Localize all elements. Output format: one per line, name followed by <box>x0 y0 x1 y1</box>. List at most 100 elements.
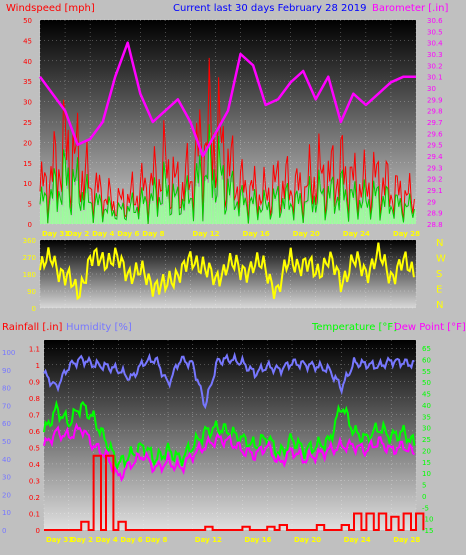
gust-bar <box>235 208 238 224</box>
gust-bar <box>72 173 75 224</box>
gust-bar <box>144 198 147 224</box>
gust-bar <box>176 195 178 224</box>
barometer-tick: 29 <box>427 198 436 206</box>
gust-bar <box>58 193 61 224</box>
barometer-tick: 30.6 <box>427 17 443 25</box>
gust-bar <box>251 199 253 224</box>
gust-bar <box>405 205 407 224</box>
gust-bar <box>350 192 352 224</box>
day-label: Day 28 <box>393 230 420 238</box>
barometer-tick: 29.9 <box>427 96 443 104</box>
gust-bar <box>387 191 390 224</box>
gust-bar <box>394 219 396 224</box>
gust-bar <box>138 219 140 224</box>
gust-bar <box>315 213 318 224</box>
gust-bar <box>152 202 155 224</box>
rainfall-tick: 0.8 <box>29 395 40 403</box>
gust-bar <box>129 212 131 224</box>
gust-bar <box>358 219 360 224</box>
gust-bar <box>202 221 205 224</box>
gust-bar <box>329 200 332 224</box>
direction-tick: 180 <box>23 271 36 279</box>
gust-bar <box>96 195 98 224</box>
gust-bar <box>295 197 297 224</box>
gust-bar <box>210 164 213 224</box>
gust-bar <box>77 162 79 224</box>
compass-label: N <box>436 238 443 249</box>
gust-bar <box>298 205 300 224</box>
gust-bar <box>311 198 313 224</box>
gust-bar <box>398 208 401 224</box>
gust-bar <box>273 191 275 224</box>
direction-tick: 90 <box>27 288 36 296</box>
day-label: Day 4 <box>92 230 114 238</box>
gust-bar <box>270 219 272 224</box>
gust-bar <box>108 198 111 224</box>
dewpoint-axis-title: Dew Point [°F] <box>394 322 466 333</box>
windspeed-tick: 50 <box>23 17 32 25</box>
windspeed-tick: 5 <box>28 201 32 209</box>
gust-bar <box>143 205 145 224</box>
gust-bar <box>306 203 308 224</box>
gust-bar <box>119 208 122 224</box>
gust-bar <box>411 211 413 224</box>
gust-bar <box>181 214 183 224</box>
gust-bar <box>124 219 126 224</box>
gust-bar <box>135 213 137 224</box>
temperature-tick: -10 <box>422 516 433 524</box>
gust-bar <box>196 168 198 224</box>
temperature-tick: 30 <box>422 425 431 433</box>
temperature-tick: -15 <box>422 527 433 535</box>
gust-bar <box>414 210 416 224</box>
gust-bar <box>179 215 181 224</box>
gust-bar <box>170 215 172 224</box>
gust-bar <box>74 185 76 224</box>
gust-bar <box>303 223 305 224</box>
barometer-tick-labels: 28.8 28.9 29 29.1 29.2 29.3 29.4 29.5 29.6 29.7 29… <box>427 17 443 229</box>
gust-bar <box>190 200 192 224</box>
gust-bar <box>312 213 314 224</box>
gust-bar <box>348 221 350 224</box>
temperature-tick: 35 <box>422 413 431 421</box>
gust-bar <box>231 182 233 224</box>
gust-bar <box>173 186 175 224</box>
temperature-tick: 0 <box>422 493 426 501</box>
gust-bar <box>354 184 357 224</box>
temperature-tick: 65 <box>422 345 431 353</box>
gust-bar <box>403 222 405 224</box>
direction-line <box>39 242 415 301</box>
windspeed-axis-title: Windspeed [mph] <box>6 3 95 14</box>
gust-bar <box>130 204 133 224</box>
gust-bar <box>104 211 106 224</box>
gust-bar <box>334 214 336 224</box>
day-label: Day 8 <box>142 230 164 238</box>
humidity-tick: 70 <box>2 402 11 410</box>
gust-bar <box>293 220 296 224</box>
gust-bar <box>121 210 123 224</box>
barometer-tick: 29.4 <box>427 153 443 161</box>
barometer-tick: 30.4 <box>427 40 443 48</box>
gust-bar <box>359 202 361 224</box>
gust-bar <box>97 206 100 224</box>
direction-tick-labels: 0 90 180 270 360 <box>23 237 36 313</box>
gust-bar <box>88 204 90 224</box>
temperature-tick: 10 <box>422 470 431 478</box>
gust-bar <box>184 211 186 224</box>
temperature-tick: 20 <box>422 447 431 455</box>
gust-bar <box>193 221 195 224</box>
gust-bar <box>141 190 144 224</box>
day-label: Day 24 <box>344 536 371 544</box>
gust-bar <box>226 210 228 224</box>
windspeed-tick: 25 <box>23 119 32 127</box>
gust-bar <box>221 179 224 224</box>
gust-bar <box>322 196 324 224</box>
day-label: Day 12 <box>195 536 222 544</box>
gust-bar <box>137 208 139 224</box>
gust-bar <box>331 184 333 224</box>
humidity-tick: 30 <box>2 474 11 482</box>
temperature-tick: 60 <box>422 356 431 364</box>
gust-bar <box>395 197 397 224</box>
gust-bar <box>279 218 281 224</box>
